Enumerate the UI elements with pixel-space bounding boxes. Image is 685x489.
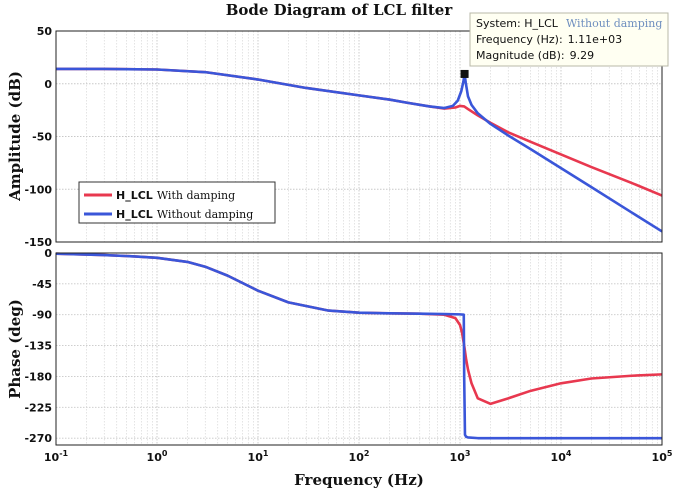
x-tick-labels: 10-1 100 101 102 103 104 105 (44, 449, 673, 464)
magnitude-axes-frame (55, 30, 663, 243)
magnitude-lines (56, 67, 663, 233)
datatip-frequency-value: 1.11e+03 (568, 33, 622, 46)
datatip-system: System: H_LCL Without damping (476, 17, 662, 30)
datatip-magnitude-label: Magnitude (dB): (476, 49, 565, 62)
legend-series-desc: Without damping (157, 208, 253, 221)
phase-panel: 0 -45 -90 -135 -180 -225 -270 Phase (deg) (6, 247, 663, 446)
datatip-box (469, 12, 669, 67)
phase-lines (55, 252, 663, 440)
x-tick-label: 10-1 (44, 449, 69, 464)
magnitude-y-ticks: 50 0 -50 -100 -150 (24, 25, 52, 249)
magnitude-line-without-damping (56, 67, 663, 233)
datatip-frequency-label: Frequency (Hz): (476, 33, 563, 46)
peak-data-marker[interactable] (460, 69, 469, 78)
legend-series-desc: With damping (157, 189, 235, 202)
phase-y-tick-label: -270 (24, 432, 52, 445)
legend-box (78, 181, 276, 224)
phase-y-tick-label: 0 (44, 247, 52, 260)
x-tick-label: 105 (652, 449, 673, 464)
magnitude-y-tick-label: 50 (37, 25, 53, 38)
phase-y-tick-label: -45 (32, 278, 52, 291)
x-tick-label: 104 (551, 449, 572, 464)
phase-y-tick-label: -135 (24, 340, 52, 353)
datatip-system-desc: Without damping (566, 17, 662, 30)
phase-y-tick-label: -90 (32, 309, 52, 322)
x-tick-label: 102 (349, 449, 370, 464)
datatip-frequency: Frequency (Hz): 1.11e+03 (476, 33, 622, 46)
x-tick-label: 100 (147, 449, 168, 464)
phase-y-tick-label: -225 (24, 401, 52, 414)
x-tick-label: 101 (248, 449, 269, 464)
x-tick-label: 103 (450, 449, 471, 464)
datatip-system-label: System: H_LCL (476, 17, 559, 30)
datatip-magnitude: Magnitude (dB): 9.29 (476, 49, 594, 62)
legend-series-name: H_LCL (116, 208, 153, 221)
magnitude-y-tick-label: -100 (24, 183, 52, 196)
legend-entry-with-damping: H_LCL With damping (116, 189, 235, 202)
legend: H_LCL With damping H_LCL Without damping (78, 181, 276, 224)
legend-entry-without-damping: H_LCL Without damping (116, 208, 253, 221)
magnitude-y-tick-label: -150 (24, 236, 52, 249)
magnitude-y-axis-label: Amplitude (dB) (6, 71, 24, 202)
phase-y-ticks: 0 -45 -90 -135 -180 -225 -270 (24, 247, 52, 445)
chart-title: Bode Diagram of LCL filter (226, 1, 454, 19)
magnitude-y-tick-label: -50 (32, 131, 52, 144)
phase-y-tick-label: -180 (24, 370, 52, 383)
datatip-magnitude-value: 9.29 (570, 49, 595, 62)
phase-y-axis-label: Phase (deg) (6, 299, 24, 399)
x-axis-label: Frequency (Hz) (294, 471, 424, 489)
phase-line-without-damping (55, 252, 662, 440)
legend-series-name: H_LCL (116, 189, 153, 202)
magnitude-y-tick-label: 0 (44, 78, 52, 91)
phase-axes-frame (55, 252, 663, 446)
datatip: System: H_LCL Without damping Frequency (… (469, 12, 669, 67)
